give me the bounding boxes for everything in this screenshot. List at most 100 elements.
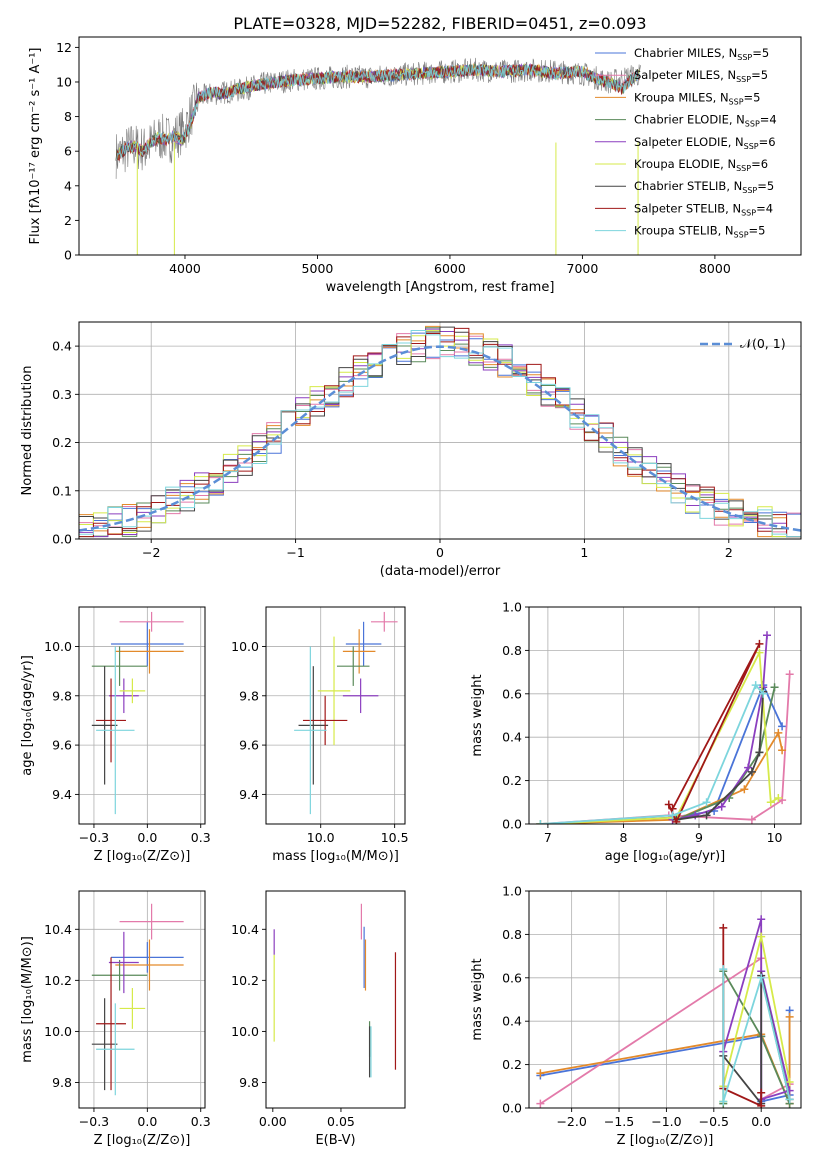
- weight-marker: [744, 763, 753, 772]
- weight-marker: [755, 648, 764, 657]
- weight-series-line: [539, 956, 791, 1105]
- axes-frame: [78, 321, 802, 540]
- axes-frame: [78, 890, 206, 1109]
- weight-marker: [774, 793, 783, 802]
- plot-area-residuals: [79, 325, 801, 538]
- y-tick-label: 0.1: [52, 483, 72, 498]
- x-tick-label: −0.3: [79, 1114, 109, 1129]
- weight-marker: [759, 689, 768, 698]
- weight-marker: [702, 811, 711, 820]
- panel-weight_vs_Z: −2.0 −1.5 −1.0 −0.5 0.0 0.0 0.2 0.4 0.6 0.8 1.0 Z […: [470, 884, 802, 1148]
- legend-entry: Salpeter ELODIE, NSSP=6: [634, 135, 776, 151]
- y-axis-label: mass [log₁₀(M/M⊙)]: [20, 936, 35, 1063]
- plot-area-age_vs_Z: [91, 611, 184, 815]
- plot-area-weight_vs_Z: [536, 915, 794, 1108]
- weight-marker: [778, 746, 787, 755]
- y-axis-label: Normed distribution: [20, 366, 35, 496]
- x-axis-label: Z [log₁₀(Z/Z⊙)]: [94, 849, 191, 864]
- y-axis-label: mass weight: [470, 674, 485, 756]
- y-tick-label: 4: [64, 178, 72, 193]
- weight-marker: [785, 670, 794, 679]
- y-axis-label: Flux [fλ10⁻¹⁷ erg cm⁻² s⁻¹ A⁻¹]: [28, 48, 43, 245]
- y-tick-label: 0.0: [52, 532, 72, 547]
- model-spectrum: [115, 64, 640, 161]
- weight-marker: [702, 798, 711, 807]
- weight-marker: [785, 1095, 794, 1104]
- x-tick-label: −0.3: [79, 830, 109, 845]
- y-tick-label: 0.0: [502, 817, 522, 832]
- x-axis-label: mass [log₁₀(M/M⊙)]: [272, 849, 399, 864]
- x-tick-label: −1.5: [604, 1114, 634, 1129]
- y-tick-label: 0.8: [502, 643, 522, 658]
- x-tick-label: 6000: [434, 261, 466, 276]
- y-tick-label: 9.8: [52, 1075, 72, 1090]
- weight-marker: [757, 1088, 766, 1097]
- legend-entry: Salpeter MILES, NSSP=5: [634, 68, 768, 84]
- x-tick-label: 8000: [699, 261, 731, 276]
- x-tick-label: 0.0: [137, 830, 157, 845]
- y-tick-label: 10: [56, 74, 72, 89]
- weight-series-line: [540, 682, 783, 824]
- y-tick-label: 1.0: [502, 884, 522, 899]
- y-tick-label: 0.6: [502, 970, 522, 985]
- x-tick-label: 0.05: [327, 1114, 355, 1129]
- y-tick-label: 6: [64, 144, 72, 159]
- y-tick-label: 1.0: [502, 600, 522, 615]
- spectrum-legend: Chabrier MILES, NSSP=5 Salpeter MILES, NS…: [595, 46, 777, 240]
- weight-marker: [717, 802, 726, 811]
- y-tick-label: 9.6: [52, 738, 72, 753]
- y-tick-label: 10.0: [44, 639, 72, 654]
- x-tick-label: 0.3: [191, 1114, 211, 1129]
- x-tick-label: 10.5: [381, 830, 409, 845]
- weight-marker: [719, 1097, 728, 1106]
- y-tick-label: 10.2: [231, 973, 259, 988]
- y-tick-label: 10.0: [44, 1024, 72, 1039]
- plot-area-age_vs_mass: [294, 611, 398, 815]
- weight-marker: [774, 728, 783, 737]
- weight-series-line: [722, 969, 791, 1102]
- x-tick-label: 7: [544, 830, 552, 845]
- axes-frame: [265, 890, 406, 1109]
- legend-entry: Salpeter STELIB, NSSP=4: [634, 201, 773, 217]
- x-tick-label: 0.0: [137, 1114, 157, 1129]
- x-axis-label: Z [log₁₀(Z/Z⊙)]: [94, 1133, 191, 1148]
- y-axis-label: age [log₁₀(age/yr)]: [20, 655, 35, 776]
- panel-spectrum: 4000 5000 6000 7000 8000 0 2 4 6 8 10 12 wavelength …: [28, 36, 802, 295]
- axes-frame: [78, 36, 802, 256]
- panel-age_vs_Z: −0.3 0.0 0.3 9.4 9.6 9.8 10.0 Z [log₁₀(Z/Z⊙)] ag…: [20, 606, 211, 864]
- y-tick-label: 12: [56, 40, 72, 55]
- y-tick-label: 9.4: [52, 787, 72, 802]
- weight-marker: [536, 820, 545, 824]
- y-tick-label: 0.2: [502, 1057, 522, 1072]
- y-tick-label: 0.2: [502, 773, 522, 788]
- x-axis-label: (data-model)/error: [380, 564, 501, 579]
- weight-marker: [747, 767, 756, 776]
- weight-marker: [668, 811, 677, 820]
- axes-frame: [528, 890, 802, 1109]
- x-tick-label: 5000: [302, 261, 334, 276]
- x-tick-label: 8: [619, 830, 627, 845]
- weight-marker: [763, 631, 771, 640]
- y-tick-label: 9.4: [239, 787, 259, 802]
- y-tick-label: 0: [64, 248, 72, 263]
- residual-histogram: [79, 329, 801, 538]
- y-tick-label: 10.2: [44, 973, 72, 988]
- y-tick-label: 9.8: [239, 688, 259, 703]
- x-tick-label: 9: [695, 830, 703, 845]
- x-tick-label: −2.0: [556, 1114, 586, 1129]
- x-tick-label: 0: [436, 545, 444, 560]
- legend-entry: Kroupa STELIB, NSSP=5: [634, 224, 765, 240]
- y-tick-label: 0.4: [502, 1014, 522, 1029]
- weight-series-line: [540, 1010, 791, 1103]
- y-tick-label: 0.0: [502, 1101, 522, 1116]
- weight-marker: [719, 965, 728, 974]
- weight-series-line: [667, 643, 761, 824]
- weight-marker: [757, 1101, 766, 1108]
- x-tick-label: 10.0: [307, 830, 335, 845]
- legend-entry: Chabrier ELODIE, NSSP=4: [634, 113, 777, 129]
- gaussian-curve: [79, 345, 801, 532]
- y-tick-label: 9.6: [239, 738, 259, 753]
- axes-frame: [265, 606, 406, 825]
- y-tick-label: 10.4: [44, 922, 72, 937]
